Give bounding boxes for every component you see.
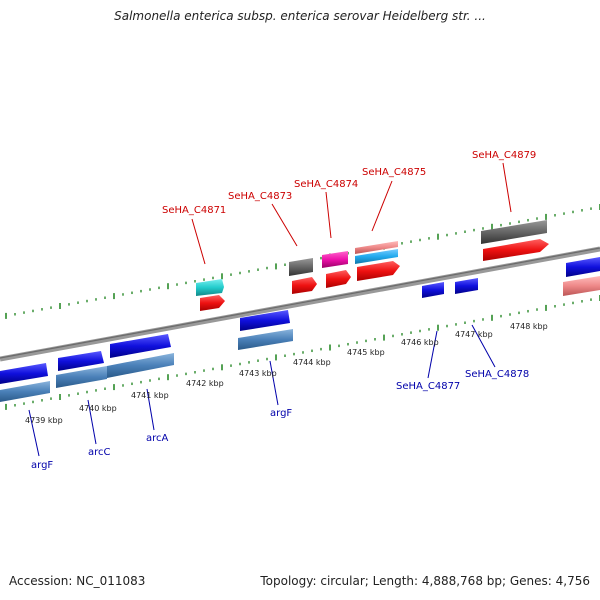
gene-feature[interactable]: [56, 366, 107, 388]
gene-feature[interactable]: [357, 261, 400, 281]
forward-strand-features: [196, 220, 600, 311]
scale-label: 4743 kbp: [239, 369, 277, 378]
gene-feature[interactable]: [110, 334, 171, 358]
gene-feature[interactable]: [58, 351, 104, 371]
gene-label[interactable]: argF: [270, 408, 292, 419]
gene-label[interactable]: SeHA_C4873: [228, 191, 292, 202]
scale-label: 4745 kbp: [347, 348, 385, 357]
scale-label: 4741 kbp: [131, 391, 169, 400]
genome-backbone: [0, 246, 600, 362]
gene-feature[interactable]: [292, 277, 317, 294]
gene-feature[interactable]: [200, 295, 225, 311]
bottom-gene-labels: argF arcC arcA argF SeHA_C4877 SeHA_C487…: [31, 369, 529, 471]
gene-feature[interactable]: [0, 381, 50, 402]
topology-label: Topology: circular; Length: 4,888,768 bp…: [260, 574, 590, 588]
gene-feature[interactable]: [422, 282, 444, 298]
map-title: Salmonella enterica subsp. enterica sero…: [114, 9, 486, 23]
bottom-label-leaders: [28, 324, 496, 457]
gene-feature[interactable]: [0, 363, 48, 384]
gene-feature[interactable]: [563, 276, 600, 296]
scale-label: 4746 kbp: [401, 338, 439, 347]
gene-feature[interactable]: [483, 239, 549, 261]
gene-label[interactable]: SeHA_C4874: [294, 179, 358, 190]
scale-label: 4739 kbp: [25, 416, 63, 425]
gene-label[interactable]: arcC: [88, 447, 111, 458]
gene-label[interactable]: SeHA_C4871: [162, 205, 226, 216]
gene-feature[interactable]: [107, 353, 174, 378]
scale-label: 4740 kbp: [79, 404, 117, 413]
gene-label[interactable]: argF: [31, 460, 53, 471]
gene-label[interactable]: SeHA_C4875: [362, 167, 426, 178]
lower-tick-track: [5, 295, 600, 410]
reverse-strand-features: [0, 257, 600, 402]
accession-label: Accession: NC_011083: [9, 574, 146, 588]
gene-feature[interactable]: [196, 279, 224, 296]
gene-feature[interactable]: [238, 329, 293, 350]
gene-feature[interactable]: [240, 310, 290, 331]
gene-feature[interactable]: [566, 257, 600, 277]
gene-label[interactable]: SeHA_C4877: [396, 381, 460, 392]
gene-feature[interactable]: [355, 249, 398, 264]
gene-label[interactable]: SeHA_C4878: [465, 369, 529, 380]
gene-feature[interactable]: [355, 241, 398, 254]
gene-label[interactable]: arcA: [146, 433, 169, 444]
gene-label[interactable]: SeHA_C4879: [472, 150, 536, 161]
scale-label: 4748 kbp: [510, 322, 548, 331]
scale-labels: 4739 kbp 4740 kbp 4741 kbp 4742 kbp 4743…: [25, 322, 548, 425]
scale-label: 4744 kbp: [293, 358, 331, 367]
gene-feature[interactable]: [481, 220, 547, 244]
scale-label: 4742 kbp: [186, 379, 224, 388]
gene-feature[interactable]: [289, 258, 313, 276]
gene-feature[interactable]: [322, 251, 348, 268]
gene-feature[interactable]: [455, 278, 478, 294]
gene-feature[interactable]: [326, 270, 351, 288]
top-gene-labels: SeHA_C4871 SeHA_C4873 SeHA_C4874 SeHA_C4…: [162, 150, 536, 216]
top-label-leaders: [191, 162, 512, 265]
scale-label: 4747 kbp: [455, 330, 493, 339]
